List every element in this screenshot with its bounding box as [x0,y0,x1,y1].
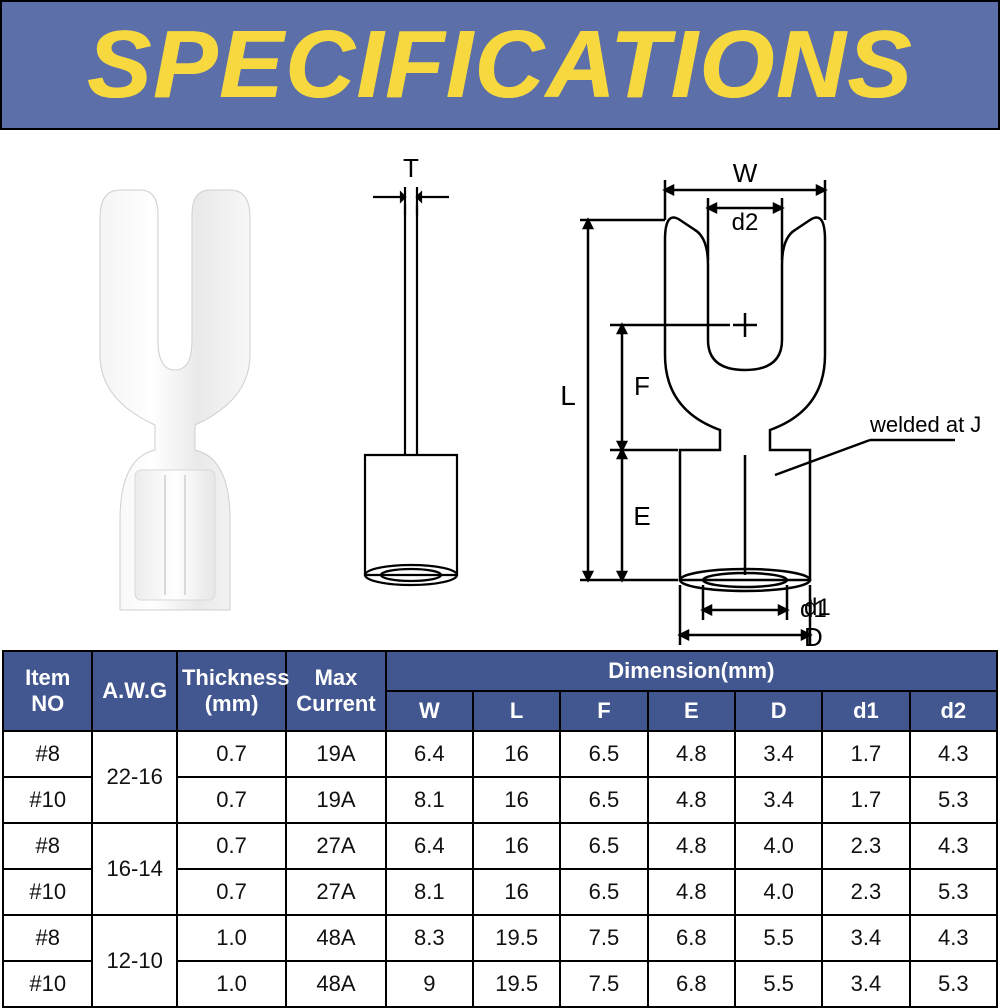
cell-F: 6.5 [560,777,647,823]
label-L: L [560,380,576,411]
cell-item: #8 [3,731,92,777]
th-awg: A.W.G [92,651,176,731]
cell-item: #10 [3,961,92,1007]
label-T: T [403,153,419,183]
cell-F: 6.5 [560,869,647,915]
cell-d1: 1.7 [822,731,909,777]
cell-W: 8.1 [386,869,473,915]
cell-d2: 5.3 [910,777,997,823]
cell-D: 4.0 [735,823,822,869]
title-banner: SPECIFICATIONS [0,0,1000,130]
cell-F: 7.5 [560,915,647,961]
cell-thk: 0.7 [177,777,286,823]
product-render [80,190,250,610]
cell-d2: 4.3 [910,915,997,961]
cell-awg: 16-14 [92,823,176,915]
label-d1-out: d1 [804,594,831,621]
cell-awg: 12-10 [92,915,176,1007]
cell-F: 6.5 [560,823,647,869]
cell-L: 19.5 [473,961,560,1007]
label-F: F [634,371,650,401]
cell-W: 6.4 [386,731,473,777]
th-W: W [386,691,473,731]
cell-thk: 1.0 [177,961,286,1007]
label-E: E [633,501,650,531]
th-item: Item NO [3,651,92,731]
cell-W: 8.1 [386,777,473,823]
cell-L: 16 [473,823,560,869]
cell-cur: 19A [286,777,385,823]
cell-E: 6.8 [648,961,735,1007]
cell-item: #10 [3,777,92,823]
cell-D: 5.5 [735,961,822,1007]
cell-d2: 4.3 [910,823,997,869]
cell-d1: 1.7 [822,777,909,823]
front-view: W d2 [560,158,980,645]
spec-table: Item NO A.W.G Thickness (mm) Max Current… [2,650,998,1008]
cell-D: 3.4 [735,731,822,777]
th-E: E [648,691,735,731]
cell-d1: 3.4 [822,961,909,1007]
cell-D: 5.5 [735,915,822,961]
cell-L: 19.5 [473,915,560,961]
cell-W: 9 [386,961,473,1007]
spec-table-wrap: Item NO A.W.G Thickness (mm) Max Current… [0,650,1000,1008]
th-L: L [473,691,560,731]
cell-item: #8 [3,823,92,869]
cell-cur: 19A [286,731,385,777]
cell-D: 4.0 [735,869,822,915]
th-d2: d2 [910,691,997,731]
cell-cur: 48A [286,915,385,961]
cell-d1: 2.3 [822,869,909,915]
cell-E: 4.8 [648,731,735,777]
cell-d2: 4.3 [910,731,997,777]
cell-F: 6.5 [560,731,647,777]
cell-cur: 27A [286,823,385,869]
cell-d2: 5.3 [910,869,997,915]
th-d1: d1 [822,691,909,731]
th-F: F [560,691,647,731]
th-D: D [735,691,822,731]
table-row: #816-140.727A6.4166.54.84.02.34.3 [3,823,997,869]
cell-thk: 0.7 [177,869,286,915]
cell-W: 8.3 [386,915,473,961]
cell-E: 4.8 [648,823,735,869]
cell-awg: 22-16 [92,731,176,823]
cell-thk: 0.7 [177,731,286,777]
cell-L: 16 [473,731,560,777]
cell-item: #8 [3,915,92,961]
cell-d1: 2.3 [822,823,909,869]
weld-annotation: welded at Joints [869,412,980,437]
cell-E: 6.8 [648,915,735,961]
th-dimension: Dimension(mm) [386,651,997,691]
cell-L: 16 [473,777,560,823]
table-row: #812-101.048A8.319.57.56.85.53.44.3 [3,915,997,961]
side-view: T [365,153,457,585]
cell-F: 7.5 [560,961,647,1007]
cell-E: 4.8 [648,869,735,915]
th-current: Max Current [286,651,385,731]
th-thickness: Thickness (mm) [177,651,286,731]
cell-cur: 27A [286,869,385,915]
cell-L: 16 [473,869,560,915]
diagram-area: T W [0,130,1000,650]
cell-thk: 1.0 [177,915,286,961]
page-title: SPECIFICATIONS [87,10,913,120]
spec-diagram-svg: T W [20,150,980,650]
cell-d1: 3.4 [822,915,909,961]
cell-item: #10 [3,869,92,915]
cell-W: 6.4 [386,823,473,869]
cell-d2: 5.3 [910,961,997,1007]
cell-D: 3.4 [735,777,822,823]
cell-cur: 48A [286,961,385,1007]
spec-tbody: #822-160.719A6.4166.54.83.41.74.3#100.71… [3,731,997,1007]
label-W: W [733,158,758,188]
cell-thk: 0.7 [177,823,286,869]
label-d2: d2 [732,209,759,236]
label-D-out: D [804,622,823,650]
table-row: #822-160.719A6.4166.54.83.41.74.3 [3,731,997,777]
cell-E: 4.8 [648,777,735,823]
